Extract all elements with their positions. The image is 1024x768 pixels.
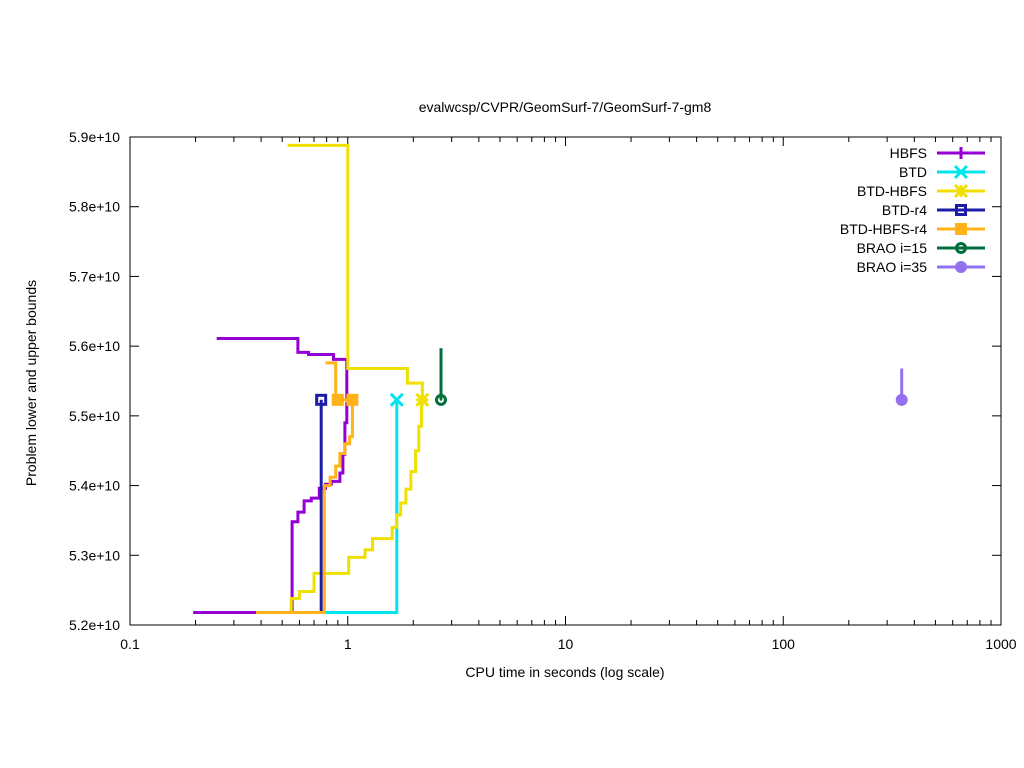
- legend-label-btd: BTD: [899, 164, 927, 180]
- chart-title: evalwcsp/CVPR/GeomSurf-7/GeomSurf-7-gm8: [419, 99, 712, 115]
- data-point-brao-i-35: [895, 393, 908, 406]
- data-point-btd-hbfs-r4: [331, 393, 344, 406]
- legend-label-brao-i-15: BRAO i=15: [857, 240, 928, 256]
- series-line-btd: [321, 399, 399, 614]
- legend-marker-btd: [953, 164, 969, 180]
- x-tick-label: 10: [558, 636, 574, 652]
- y-tick-label: 5.6e+10: [69, 338, 120, 354]
- series-line-btd-hbfs: [256, 399, 423, 614]
- y-tick-label: 5.7e+10: [69, 268, 120, 284]
- legend-label-btd-r4: BTD-r4: [882, 202, 927, 218]
- legend: HBFS BTD BTD-HBFS BTD-r4 BTD-HBFS-r4 BRAO i=1…: [840, 145, 985, 275]
- data-point-brao-i-15-dot: [439, 398, 442, 401]
- series-brao-i-35: [895, 368, 908, 406]
- series-line-btd-hbfs-r4: [256, 399, 354, 614]
- y-tick-label: 5.3e+10: [69, 547, 120, 563]
- legend-marker-btd-hbfs-r4: [955, 223, 967, 235]
- legend-marker-brao-i-35: [955, 261, 967, 273]
- data-point-brao-i-15: [434, 393, 447, 406]
- legend-marker-brao-i-15-ring: [955, 242, 967, 254]
- y-tick-label: 5.4e+10: [69, 478, 120, 494]
- legend-marker-hbfs: [955, 147, 967, 159]
- legend-label-btd-hbfs: BTD-HBFS: [857, 183, 927, 199]
- y-tick-label: 5.9e+10: [69, 129, 120, 145]
- x-tick-label: 1000: [985, 636, 1016, 652]
- series-line-hbfs: [216, 337, 349, 400]
- x-tick-label: 100: [772, 636, 796, 652]
- series-btd-hbfs: [256, 143, 430, 614]
- plot-series: [193, 143, 908, 614]
- y-axis-label: Problem lower and upper bounds: [23, 280, 39, 486]
- data-point-btd-hbfs: [415, 392, 430, 407]
- legend-label-brao-i-35: BRAO i=35: [857, 259, 928, 275]
- series-btd-r4: [315, 393, 328, 613]
- x-tick-label: 0.1: [120, 636, 140, 652]
- legend-marker-brao-i-15-dot: [960, 247, 962, 249]
- data-point-brao-i-15-ring: [434, 393, 447, 406]
- series-btd-hbfs-r4: [256, 361, 359, 614]
- data-point-btd-hbfs-r4: [346, 393, 359, 406]
- y-tick-label: 5.5e+10: [69, 408, 120, 424]
- axes: 0.1 1 10 100 1000 5.2e+10 5.3e+10 5.4e+10 5.5e+1…: [69, 129, 1017, 652]
- series-brao-i-15: [434, 348, 447, 406]
- legend-marker-btd-hbfs: [953, 183, 969, 199]
- series-btd: [321, 392, 404, 614]
- series-line-btd-hbfs: [287, 143, 424, 400]
- y-tick-label: 5.2e+10: [69, 617, 120, 633]
- legend-marker-brao-i-15: [955, 242, 967, 254]
- data-point-btd: [389, 392, 404, 407]
- y-tick-label: 5.8e+10: [69, 199, 120, 215]
- plot-frame: [129, 136, 1002, 626]
- legend-label-hbfs: HBFS: [890, 145, 927, 161]
- x-tick-label: 1: [344, 636, 352, 652]
- data-point-btd-r4: [315, 393, 328, 406]
- series-line-btd-hbfs-r4: [325, 361, 353, 402]
- legend-label-btd-hbfs-r4: BTD-HBFS-r4: [840, 221, 927, 237]
- x-axis-label: CPU time in seconds (log scale): [465, 664, 664, 680]
- legend-marker-btd-r4: [955, 204, 967, 216]
